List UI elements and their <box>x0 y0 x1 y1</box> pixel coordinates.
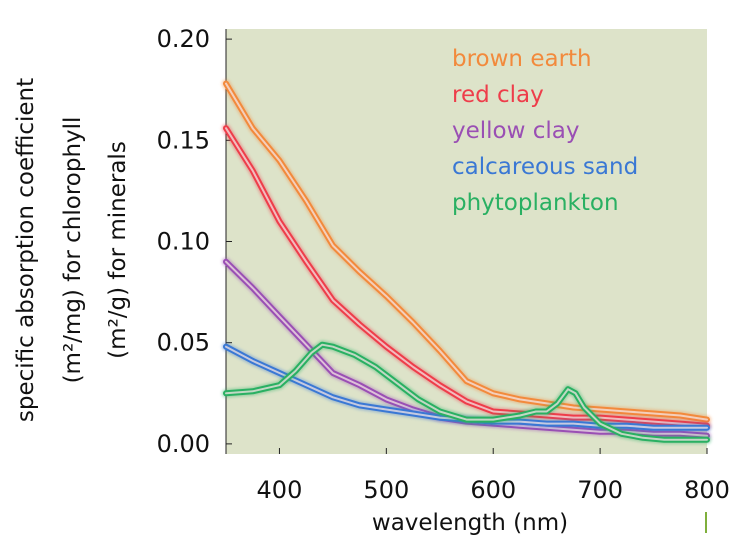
series-highlight <box>225 82 708 421</box>
y-axis: 0.00 0.05 0.10 0.15 0.20 <box>157 25 232 458</box>
x-tick-label: 600 <box>470 476 516 504</box>
x-tick-label: 700 <box>577 476 623 504</box>
series-layer <box>221 79 712 445</box>
series-red-clay <box>221 123 712 431</box>
series-phytoplankton <box>221 340 712 445</box>
series-brown-earth <box>221 79 712 425</box>
legend-entry: yellow clay <box>452 118 579 144</box>
legend-entry: brown earth <box>452 46 592 72</box>
legend-entry: calcareous sand <box>452 154 638 180</box>
x-tick-label: 800 <box>684 476 730 504</box>
legend-entry: phytoplankton <box>452 190 619 216</box>
y-tick-label: 0.00 <box>157 430 210 458</box>
y-tick-label: 0.15 <box>157 126 210 154</box>
x-axis-title: wavelength (nm) <box>372 510 568 536</box>
series-highlight <box>225 127 708 427</box>
y-axis-title-line3: (m²/g) for minerals <box>105 141 131 359</box>
legend: brown earth red clay yellow clay calcareous… <box>452 46 638 216</box>
legend-entry: red clay <box>452 82 544 108</box>
x-tick-label: 400 <box>257 476 303 504</box>
y-tick-label: 0.20 <box>157 25 210 53</box>
series-highlight <box>225 343 708 441</box>
x-axis: 400 500 600 700 800 <box>257 448 730 504</box>
y-axis-title-line2: (m²/mg) for chlorophyll <box>60 117 86 384</box>
y-axis-title-line1: specific absorption coefficient <box>13 78 39 422</box>
y-tick-label: 0.05 <box>157 329 210 357</box>
x-tick-label: 500 <box>363 476 409 504</box>
y-tick-label: 0.10 <box>157 228 210 256</box>
